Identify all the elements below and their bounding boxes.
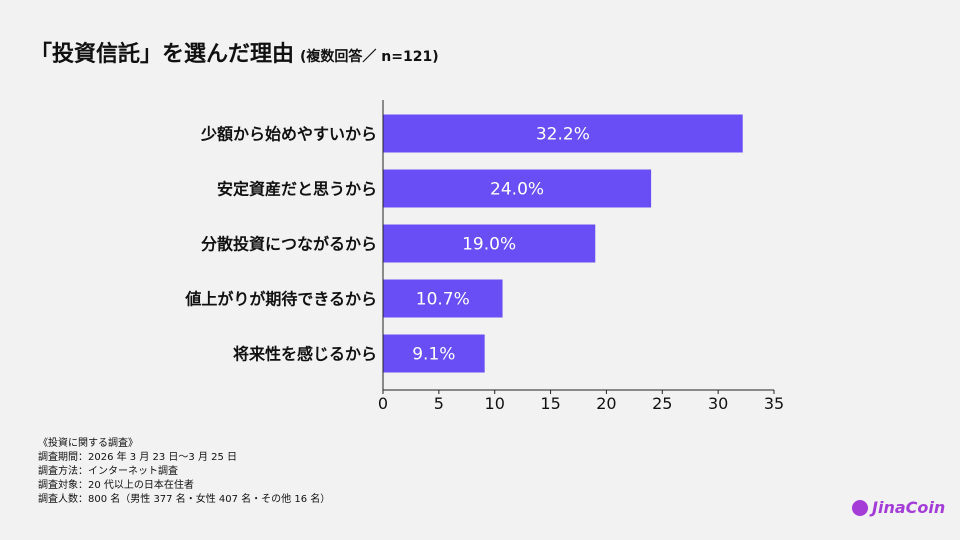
logo-text: JinaCoin <box>872 498 946 517</box>
data-label: 9.1% <box>412 345 455 365</box>
logo-icon <box>852 499 868 516</box>
category-label: 分散投資につながるから <box>201 235 377 254</box>
x-tick-label: 30 <box>708 394 728 413</box>
data-label: 10.7% <box>416 290 470 310</box>
category-label: 値上がりが期待できるから <box>184 290 377 309</box>
bar <box>383 224 596 263</box>
data-label: 24.0% <box>490 180 544 200</box>
data-label: 19.0% <box>462 235 516 255</box>
notes-line: 調査人数：800 名（男性 377 名・女性 407 名・その他 16 名） <box>38 494 331 505</box>
x-tick-label: 0 <box>378 394 388 413</box>
bar <box>383 169 652 208</box>
notes-line: 調査期間：2026 年 3 月 23 日〜3 月 25 日 <box>38 452 238 463</box>
x-tick-label: 20 <box>596 394 616 413</box>
notes-line: 調査方法：インターネット調査 <box>38 466 178 477</box>
x-tick-label: 25 <box>652 394 672 413</box>
bar <box>383 279 503 318</box>
category-label: 安定資産だと思うから <box>217 180 377 199</box>
bar <box>383 114 743 153</box>
brand-logo: JinaCoin <box>852 498 945 517</box>
notes-line: 調査対象：20 代以上の日本在住者 <box>38 480 194 491</box>
bar <box>383 334 485 373</box>
x-tick-label: 35 <box>764 394 784 413</box>
subtitle: (複数回答／ n=121) <box>300 49 439 65</box>
notes-heading: 《投資に関する調査》 <box>38 438 138 449</box>
survey-notes: 《投資に関する調査》 調査期間：2026 年 3 月 23 日〜3 月 25 日… <box>38 437 330 507</box>
category-label: 将来性を感じるから <box>233 345 377 364</box>
chart-title: 「投資信託」を選んだ理由 (複数回答／ n=121) <box>30 36 439 68</box>
title-text: 「投資信託」を選んだ理由 <box>30 42 295 67</box>
x-tick-label: 5 <box>434 394 444 413</box>
category-label: 少額から始めやすいから <box>200 125 377 144</box>
x-tick-label: 10 <box>485 394 505 413</box>
data-label: 32.2% <box>536 125 590 145</box>
x-tick-label: 15 <box>540 394 560 413</box>
